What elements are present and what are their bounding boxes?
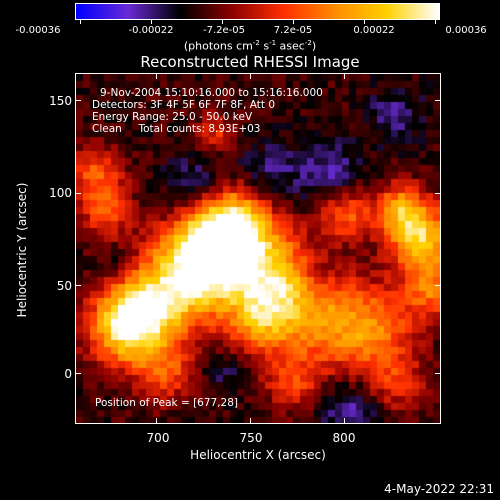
y-tick-label: 100	[49, 186, 72, 200]
y-tick-label: 50	[56, 279, 72, 293]
y-tickmark	[435, 285, 441, 286]
y-tickmark	[435, 100, 441, 101]
x-tickmark	[344, 73, 345, 79]
x-tickmark	[344, 418, 345, 424]
colorbar-tick-label: -0.00022	[128, 25, 174, 36]
y-tickmark	[435, 373, 441, 374]
y-tickmark	[75, 193, 81, 194]
y-tickmark	[75, 373, 81, 374]
colorbar-tick-label: 0.00036	[445, 25, 487, 36]
colorbar-tickmark	[293, 20, 294, 24]
y-tick-label: 150	[49, 94, 72, 108]
colorbar-tickmark	[151, 20, 152, 24]
y-tick-label: 0	[64, 367, 72, 381]
x-tickmark	[156, 418, 157, 424]
y-tickmark	[75, 100, 81, 101]
x-tickmark	[250, 73, 251, 79]
colorbar-tickmark	[80, 20, 81, 24]
heatmap-image	[76, 74, 440, 423]
info-time-range: 9-Nov-2004 15:10:16.000 to 15:16:16.000	[100, 87, 323, 99]
x-tick-label: 700	[146, 431, 170, 445]
colorbar-tick-label: 7.2e-05	[273, 25, 313, 36]
plot-timestamp: 4-May-2022 22:31	[384, 482, 494, 496]
x-tickmark	[156, 73, 157, 79]
x-axis-label: Heliocentric X (arcsec)	[190, 448, 326, 462]
colorbar-units: (photons cm-2 s-1 asec-2)	[183, 39, 317, 53]
info-clean: Clean Total counts: 8.93E+03	[92, 123, 261, 135]
y-tickmark	[435, 193, 441, 194]
x-tickmark	[250, 418, 251, 424]
y-axis-label: Heliocentric Y (arcsec)	[15, 182, 29, 318]
x-tick-label: 800	[332, 431, 356, 445]
colorbar-tickmark	[435, 20, 436, 24]
colorbar-tickmark	[222, 20, 223, 24]
info-energy-range: Energy Range: 25.0 - 50.0 keV	[92, 111, 253, 123]
colorbar-tick-label: 0.00022	[353, 25, 395, 36]
colorbar	[75, 3, 440, 20]
image-title: Reconstructed RHESSI Image	[140, 53, 360, 71]
info-detectors: Detectors: 3F 4F 5F 6F 7F 8F, Att 0	[92, 99, 276, 111]
image-plot	[75, 73, 441, 424]
y-tickmark	[75, 285, 81, 286]
colorbar-tickmark	[364, 20, 365, 24]
colorbar-tick-label: -7.2e-05	[203, 25, 245, 36]
x-tick-label: 750	[239, 431, 263, 445]
peak-position-label: Position of Peak = [677,28]	[95, 397, 239, 409]
colorbar-tick-label: -0.00036	[15, 25, 61, 36]
